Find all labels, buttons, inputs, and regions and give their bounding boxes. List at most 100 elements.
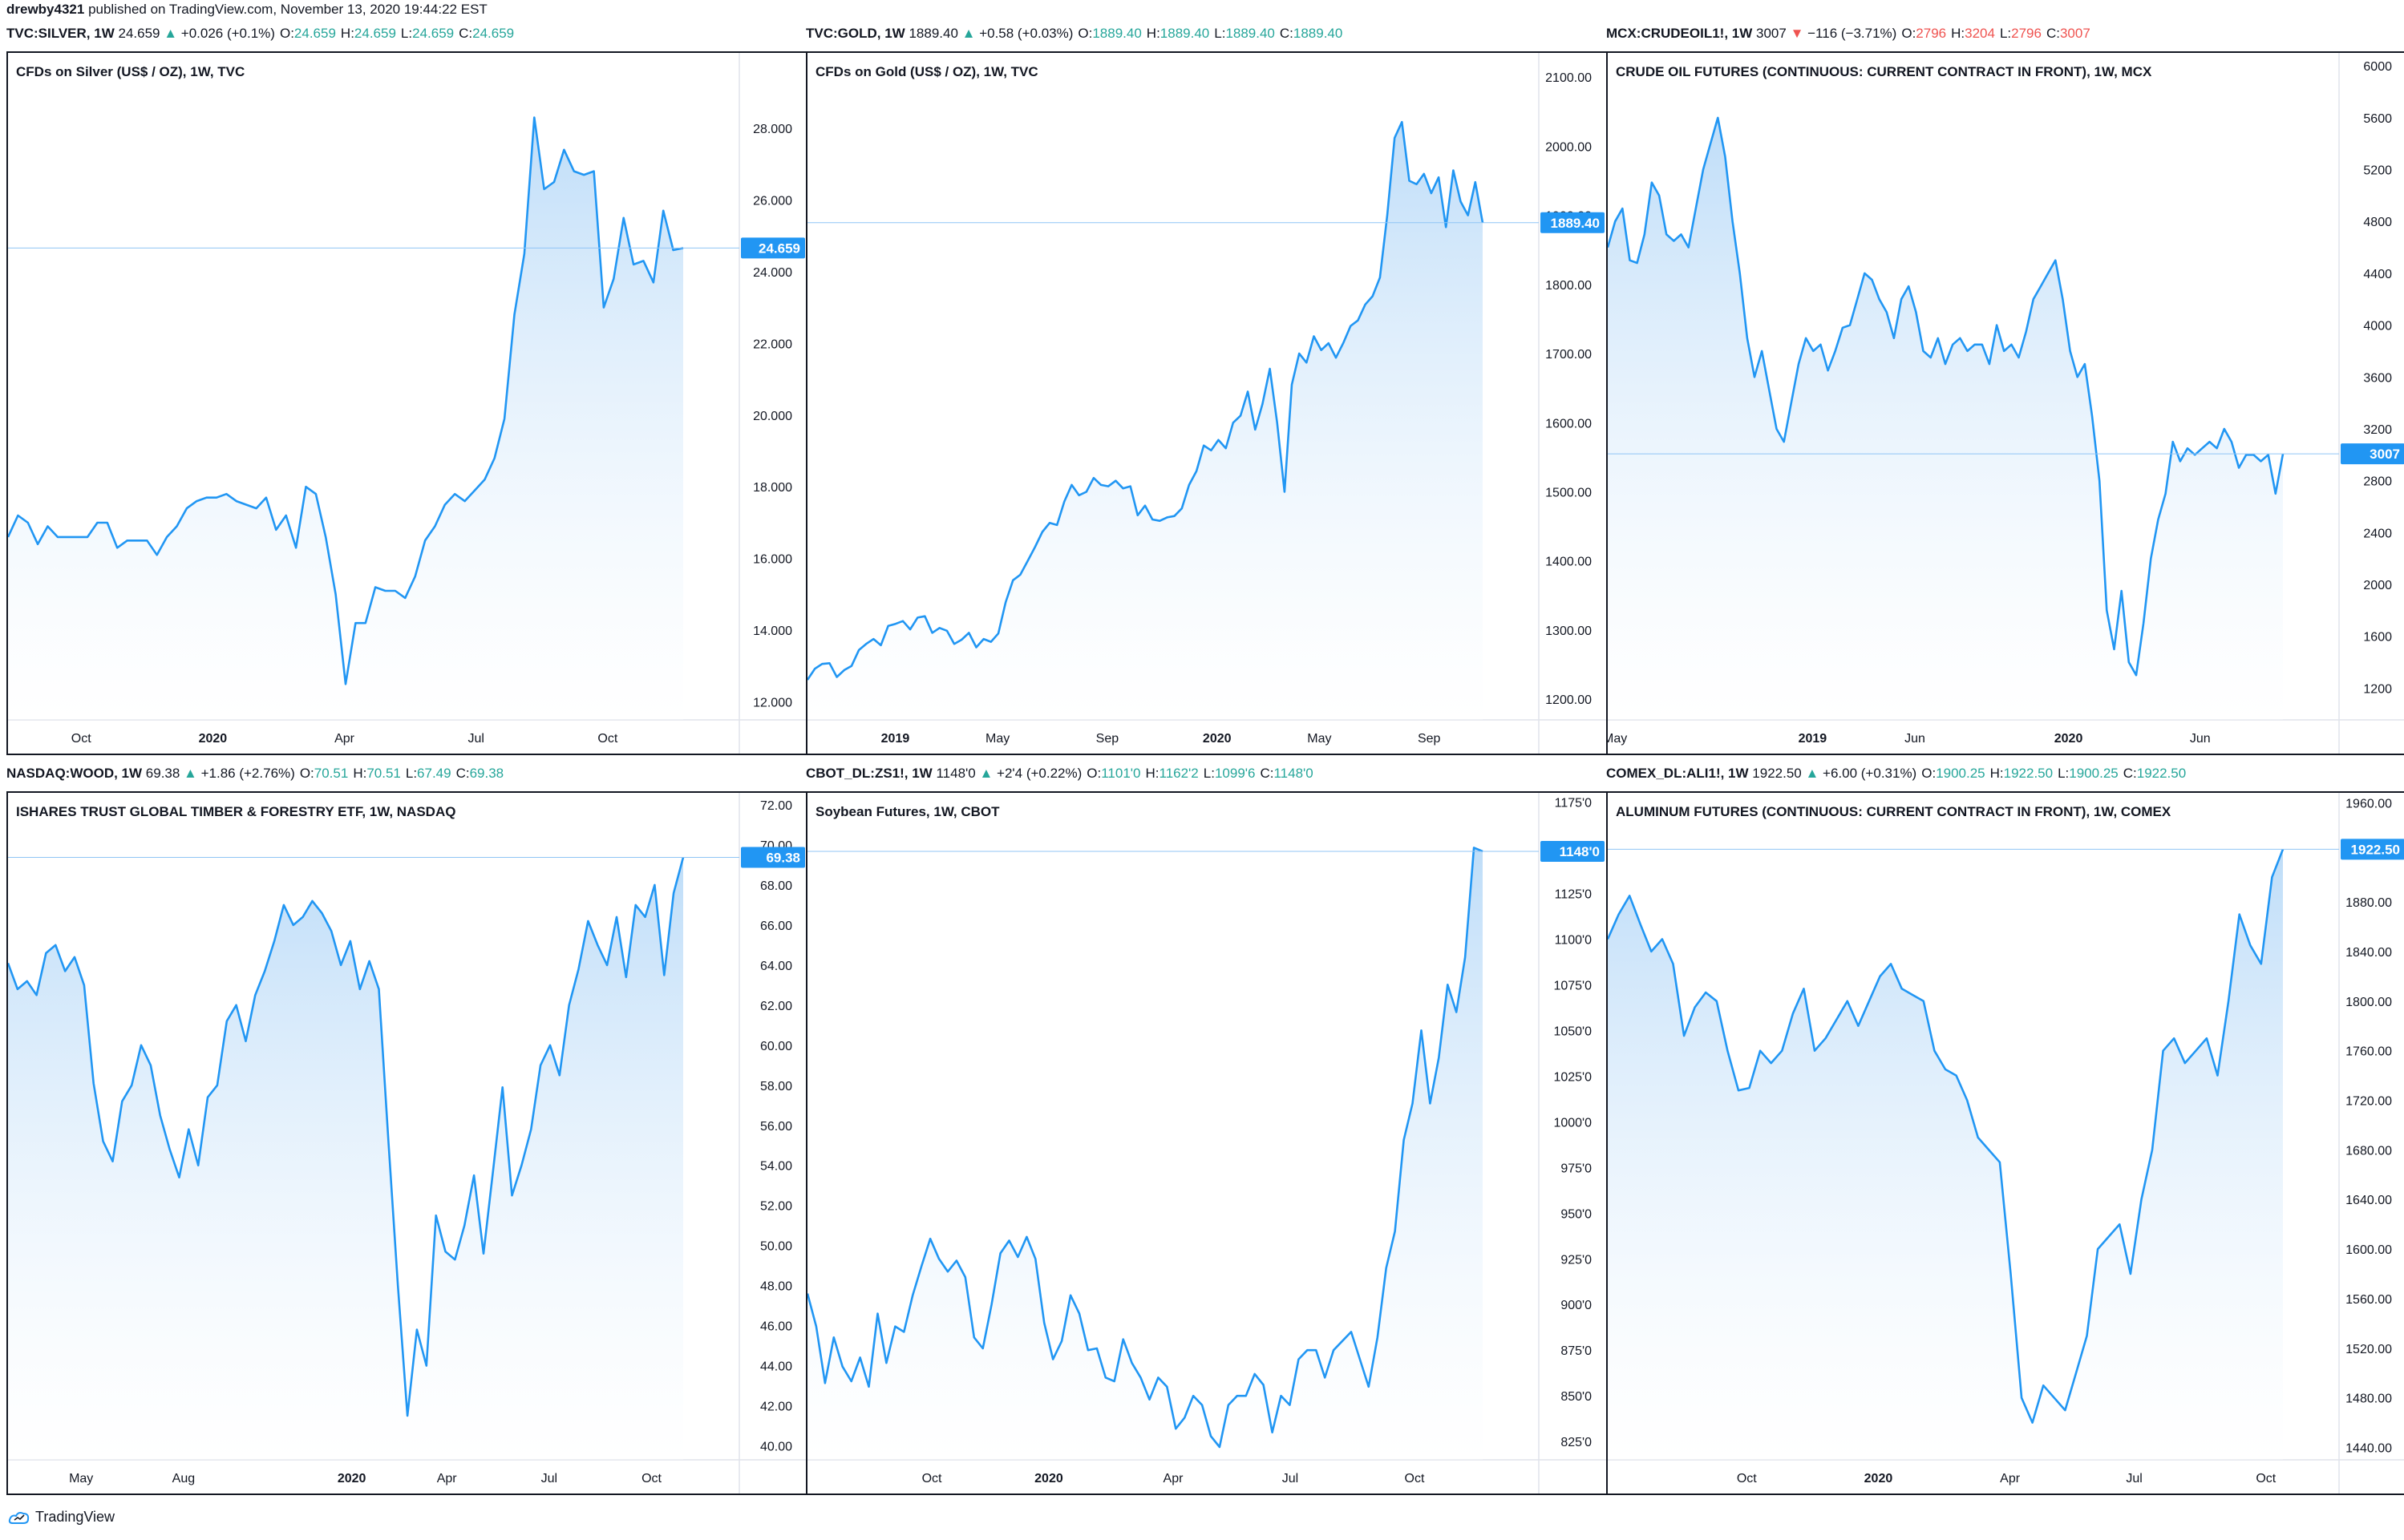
open-value-key: O: bbox=[1921, 766, 1937, 781]
low-value-key: L: bbox=[1999, 26, 2012, 41]
y-tick-label: 14.000 bbox=[753, 624, 792, 638]
y-tick-label: 58.00 bbox=[760, 1080, 792, 1093]
high-value-key: H: bbox=[340, 26, 354, 41]
area-fill bbox=[8, 857, 683, 1460]
open-value-key: O: bbox=[1078, 26, 1093, 41]
chart-panel[interactable]: 825'0 850'0 875'0 900'0 925'0 950'0 975'0 1000'… bbox=[806, 791, 1608, 1495]
arrow-up-icon: ▲ bbox=[180, 766, 201, 781]
y-tick-label: 2100.00 bbox=[1545, 71, 1592, 85]
close-value-key: C: bbox=[2123, 766, 2137, 781]
y-tick-label: 1200 bbox=[2363, 682, 2392, 696]
panel-title: CFDs on Silver (US$ / OZ), 1W, TVC bbox=[16, 64, 245, 79]
last-price-badge-label: 1889.40 bbox=[1551, 216, 1600, 231]
high-value: 1922.50 bbox=[2003, 766, 2054, 781]
y-tick-label: 2400 bbox=[2363, 527, 2392, 540]
y-tick-label: 72.00 bbox=[760, 799, 792, 813]
panel-header: NASDAQ:WOOD, 1W 69.38 ▲ +1.86 (+2.76%) O:… bbox=[6, 766, 504, 782]
high-value-key: H: bbox=[1146, 26, 1160, 41]
chart-svg: 40.00 42.00 44.00 46.00 48.00 50.00 52.00 54.00… bbox=[8, 793, 807, 1494]
x-tick-label: 2020 bbox=[338, 1472, 366, 1485]
last-price-badge bbox=[741, 847, 805, 868]
open-value: 1900.25 bbox=[1936, 766, 1985, 781]
x-tick-label: Oct bbox=[922, 1472, 942, 1485]
x-tick-label: Jul bbox=[541, 1472, 557, 1485]
series-line bbox=[807, 847, 1483, 1449]
symbol-label: COMEX_DL:ALI1!, 1W bbox=[1606, 766, 1749, 781]
arrow-up-icon: ▲ bbox=[975, 766, 998, 781]
arrow-up-icon: ▲ bbox=[1801, 766, 1823, 781]
x-tick-label: May bbox=[1608, 732, 1627, 746]
area-fill bbox=[807, 847, 1483, 1460]
x-tick-label: Oct bbox=[2256, 1472, 2276, 1485]
symbol-label: TVC:GOLD, 1W bbox=[806, 26, 905, 41]
y-tick-label: 1520.00 bbox=[2345, 1343, 2392, 1356]
y-tick-label: 1600 bbox=[2363, 631, 2392, 645]
price-change: +6.00 (+0.31%) bbox=[1823, 766, 1917, 781]
panel-title: ALUMINUM FUTURES (CONTINUOUS: CURRENT CO… bbox=[1616, 804, 2171, 819]
y-tick-label: 1075'0 bbox=[1553, 979, 1592, 992]
symbol-label: CBOT_DL:ZS1!, 1W bbox=[806, 766, 933, 781]
close-value-key: C: bbox=[455, 766, 470, 781]
last-price-badge-label: 3007 bbox=[2370, 447, 2400, 462]
y-tick-label: 1960.00 bbox=[2345, 797, 2392, 810]
panel-title: ISHARES TRUST GLOBAL TIMBER & FORESTRY E… bbox=[16, 804, 456, 819]
y-tick-label: 1640.00 bbox=[2345, 1194, 2392, 1207]
y-tick-label: 1720.00 bbox=[2345, 1095, 2392, 1109]
y-tick-label: 2000.00 bbox=[1545, 140, 1592, 154]
open-value-key: O: bbox=[299, 766, 314, 781]
y-tick-label: 26.000 bbox=[753, 194, 792, 208]
chart-panel[interactable]: 1200 1600 2000 2400 2800 3200 3600 4000 4400 4800… bbox=[1606, 51, 2404, 755]
x-tick-label: Sep bbox=[1096, 732, 1119, 746]
area-fill bbox=[8, 117, 683, 720]
y-tick-label: 875'0 bbox=[1560, 1344, 1592, 1358]
close-value: 24.659 bbox=[472, 26, 515, 41]
y-tick-label: 850'0 bbox=[1560, 1390, 1592, 1404]
chart-panel[interactable]: 1200.00 1300.00 1400.00 1500.00 1600.00 1700.… bbox=[806, 51, 1608, 755]
chart-svg: 825'0 850'0 875'0 900'0 925'0 950'0 975'0 1000'… bbox=[807, 793, 1606, 1494]
x-tick-label: 2019 bbox=[881, 732, 910, 746]
y-tick-label: 1760.00 bbox=[2345, 1045, 2392, 1059]
y-tick-label: 1600.00 bbox=[2345, 1243, 2392, 1257]
y-tick-label: 1400.00 bbox=[1545, 556, 1592, 569]
y-tick-label: 1840.00 bbox=[2345, 946, 2392, 960]
price-change: +0.58 (+0.03%) bbox=[979, 26, 1074, 41]
open-value-key: O: bbox=[1087, 766, 1102, 781]
y-tick-label: 1700.00 bbox=[1545, 348, 1592, 362]
high-value: 70.51 bbox=[366, 766, 401, 781]
y-tick-label: 1600.00 bbox=[1545, 417, 1592, 430]
low-value: 67.49 bbox=[417, 766, 451, 781]
last-price: 24.659 bbox=[118, 26, 160, 41]
y-tick-label: 1025'0 bbox=[1553, 1070, 1592, 1084]
chart-panel[interactable]: 12.000 14.000 16.000 18.000 20.000 22.000 24.0… bbox=[6, 51, 808, 755]
chart-svg: 1440.00 1480.00 1520.00 1560.00 1600.00 1640.… bbox=[1608, 793, 2404, 1494]
low-value: 24.659 bbox=[412, 26, 455, 41]
x-tick-label: Jul bbox=[467, 732, 484, 746]
low-value: 1889.40 bbox=[1225, 26, 1275, 41]
close-value-key: C: bbox=[1260, 766, 1274, 781]
x-tick-label: Oct bbox=[641, 1472, 662, 1485]
close-value-key: C: bbox=[2046, 26, 2060, 41]
high-value: 24.659 bbox=[354, 26, 396, 41]
y-tick-label: 40.00 bbox=[760, 1441, 792, 1454]
y-tick-label: 2800 bbox=[2363, 475, 2392, 489]
y-tick-label: 1175'0 bbox=[1555, 796, 1592, 810]
high-value-key: H: bbox=[353, 766, 367, 781]
footer: TradingView bbox=[8, 1509, 115, 1526]
chart-panel[interactable]: 40.00 42.00 44.00 46.00 48.00 50.00 52.00 54.00… bbox=[6, 791, 808, 1495]
y-tick-label: 12.000 bbox=[753, 697, 792, 710]
publisher-text: published on TradingView.com, November 1… bbox=[84, 2, 488, 17]
y-tick-label: 5600 bbox=[2363, 112, 2392, 126]
y-tick-label: 22.000 bbox=[753, 338, 792, 351]
chart-panel[interactable]: 1440.00 1480.00 1520.00 1560.00 1600.00 1640.… bbox=[1606, 791, 2404, 1495]
y-tick-label: 62.00 bbox=[760, 1000, 792, 1013]
last-price-badge bbox=[2341, 839, 2404, 860]
close-value: 69.38 bbox=[469, 766, 504, 781]
x-tick-label: Oct bbox=[597, 732, 617, 746]
low-value-key: L: bbox=[1214, 26, 1226, 41]
y-tick-label: 1680.00 bbox=[2345, 1144, 2392, 1158]
last-price-badge-label: 1922.50 bbox=[2351, 842, 2400, 857]
low-value-key: L: bbox=[405, 766, 418, 781]
open-value: 1889.40 bbox=[1092, 26, 1142, 41]
last-price-badge-label: 69.38 bbox=[766, 850, 800, 865]
y-tick-label: 18.000 bbox=[753, 481, 792, 495]
